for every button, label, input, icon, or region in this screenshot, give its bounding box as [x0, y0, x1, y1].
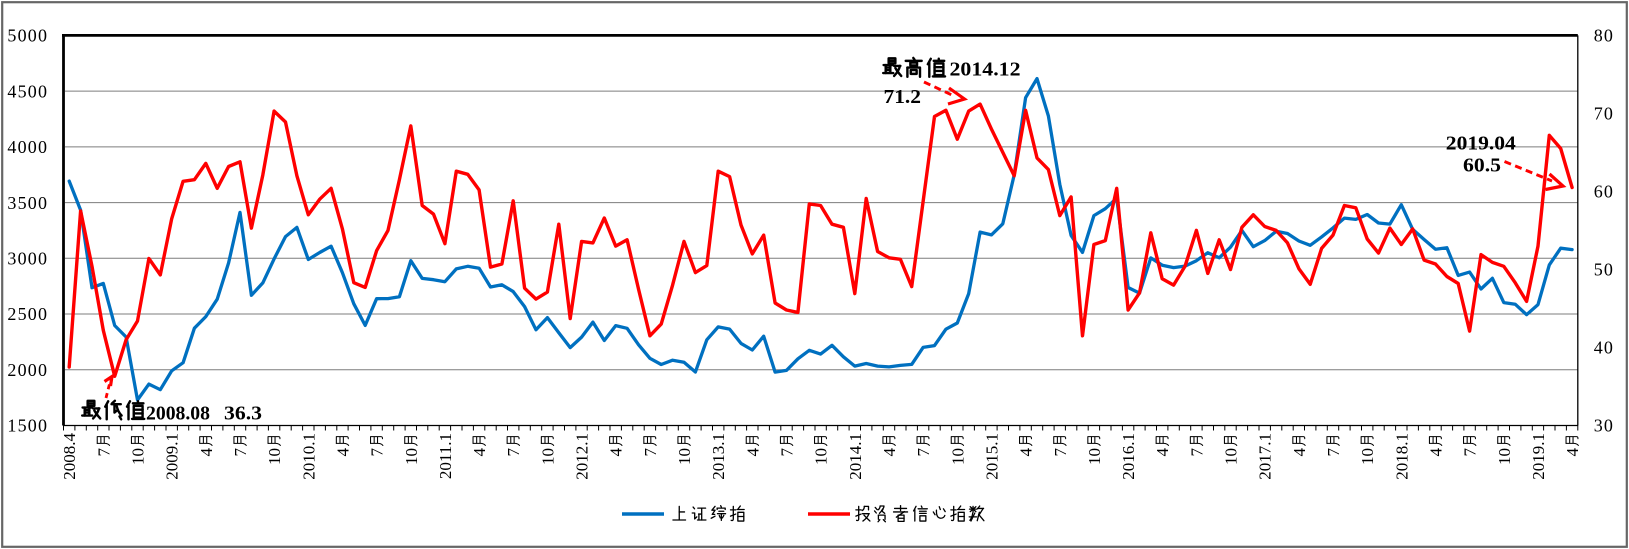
- svg-text:10: 10: [1358, 448, 1377, 465]
- svg-text:2018.1: 2018.1: [1392, 433, 1411, 480]
- svg-text:10: 10: [948, 448, 967, 465]
- svg-text:10: 10: [1495, 448, 1514, 465]
- svg-text:7: 7: [914, 448, 933, 457]
- svg-text:7: 7: [368, 448, 387, 457]
- svg-text:10: 10: [675, 448, 694, 465]
- svg-text:70: 70: [1594, 104, 1614, 124]
- svg-text:10: 10: [812, 448, 831, 465]
- svg-text:10: 10: [402, 448, 421, 465]
- svg-text:7: 7: [94, 448, 113, 457]
- svg-text:2008.08: 2008.08: [146, 404, 210, 425]
- svg-text:7: 7: [231, 448, 250, 457]
- svg-text:7: 7: [1461, 448, 1480, 457]
- svg-text:3500: 3500: [7, 193, 48, 213]
- svg-text:2011.1: 2011.1: [436, 433, 455, 479]
- svg-text:10: 10: [265, 448, 284, 465]
- svg-text:2010.1: 2010.1: [299, 433, 318, 480]
- svg-text:60: 60: [1594, 182, 1614, 202]
- svg-text:4: 4: [880, 448, 899, 457]
- svg-text:4: 4: [333, 448, 352, 457]
- svg-text:4: 4: [1017, 448, 1036, 457]
- svg-text:2014.12: 2014.12: [950, 60, 1021, 81]
- svg-text:10: 10: [129, 448, 148, 465]
- svg-text:7: 7: [1187, 448, 1206, 457]
- svg-text:2015.1: 2015.1: [982, 433, 1001, 480]
- svg-text:2019.1: 2019.1: [1529, 433, 1548, 480]
- svg-text:2017.1: 2017.1: [1256, 433, 1275, 480]
- svg-text:50: 50: [1594, 260, 1614, 280]
- svg-text:2000: 2000: [7, 360, 48, 380]
- svg-text:7: 7: [1051, 448, 1070, 457]
- svg-text:2016.1: 2016.1: [1119, 433, 1138, 480]
- svg-text:7: 7: [504, 448, 523, 457]
- svg-text:10: 10: [1222, 448, 1241, 465]
- svg-text:4: 4: [1427, 448, 1446, 457]
- svg-text:60.5: 60.5: [1463, 156, 1501, 177]
- svg-text:40: 40: [1594, 338, 1614, 358]
- svg-text:2013.1: 2013.1: [709, 433, 728, 480]
- svg-text:2009.1: 2009.1: [163, 433, 182, 480]
- svg-text:2008.4: 2008.4: [60, 433, 79, 480]
- svg-text:4: 4: [1563, 448, 1582, 457]
- svg-text:3000: 3000: [7, 249, 48, 269]
- svg-text:7: 7: [641, 448, 660, 457]
- svg-text:4: 4: [1153, 448, 1172, 457]
- svg-text:4000: 4000: [7, 137, 48, 157]
- svg-text:10: 10: [1085, 448, 1104, 465]
- svg-text:4: 4: [470, 448, 489, 457]
- svg-text:2012.1: 2012.1: [573, 433, 592, 480]
- svg-text:5000: 5000: [7, 26, 48, 46]
- svg-text:2500: 2500: [7, 304, 48, 324]
- svg-text:4: 4: [607, 448, 626, 457]
- svg-text:4: 4: [743, 448, 762, 457]
- svg-text:71.2: 71.2: [884, 87, 922, 108]
- svg-text:4: 4: [1290, 448, 1309, 457]
- svg-text:80: 80: [1594, 26, 1614, 46]
- svg-text:4500: 4500: [7, 81, 48, 101]
- svg-text:2014.1: 2014.1: [846, 433, 865, 480]
- svg-text:7: 7: [1324, 448, 1343, 457]
- svg-text:1500: 1500: [7, 416, 48, 436]
- svg-text:4: 4: [197, 448, 216, 457]
- svg-text:7: 7: [778, 448, 797, 457]
- svg-text:2019.04: 2019.04: [1446, 134, 1516, 155]
- svg-text:30: 30: [1594, 416, 1614, 436]
- svg-text:36.3: 36.3: [224, 404, 262, 425]
- svg-text:10: 10: [538, 448, 557, 465]
